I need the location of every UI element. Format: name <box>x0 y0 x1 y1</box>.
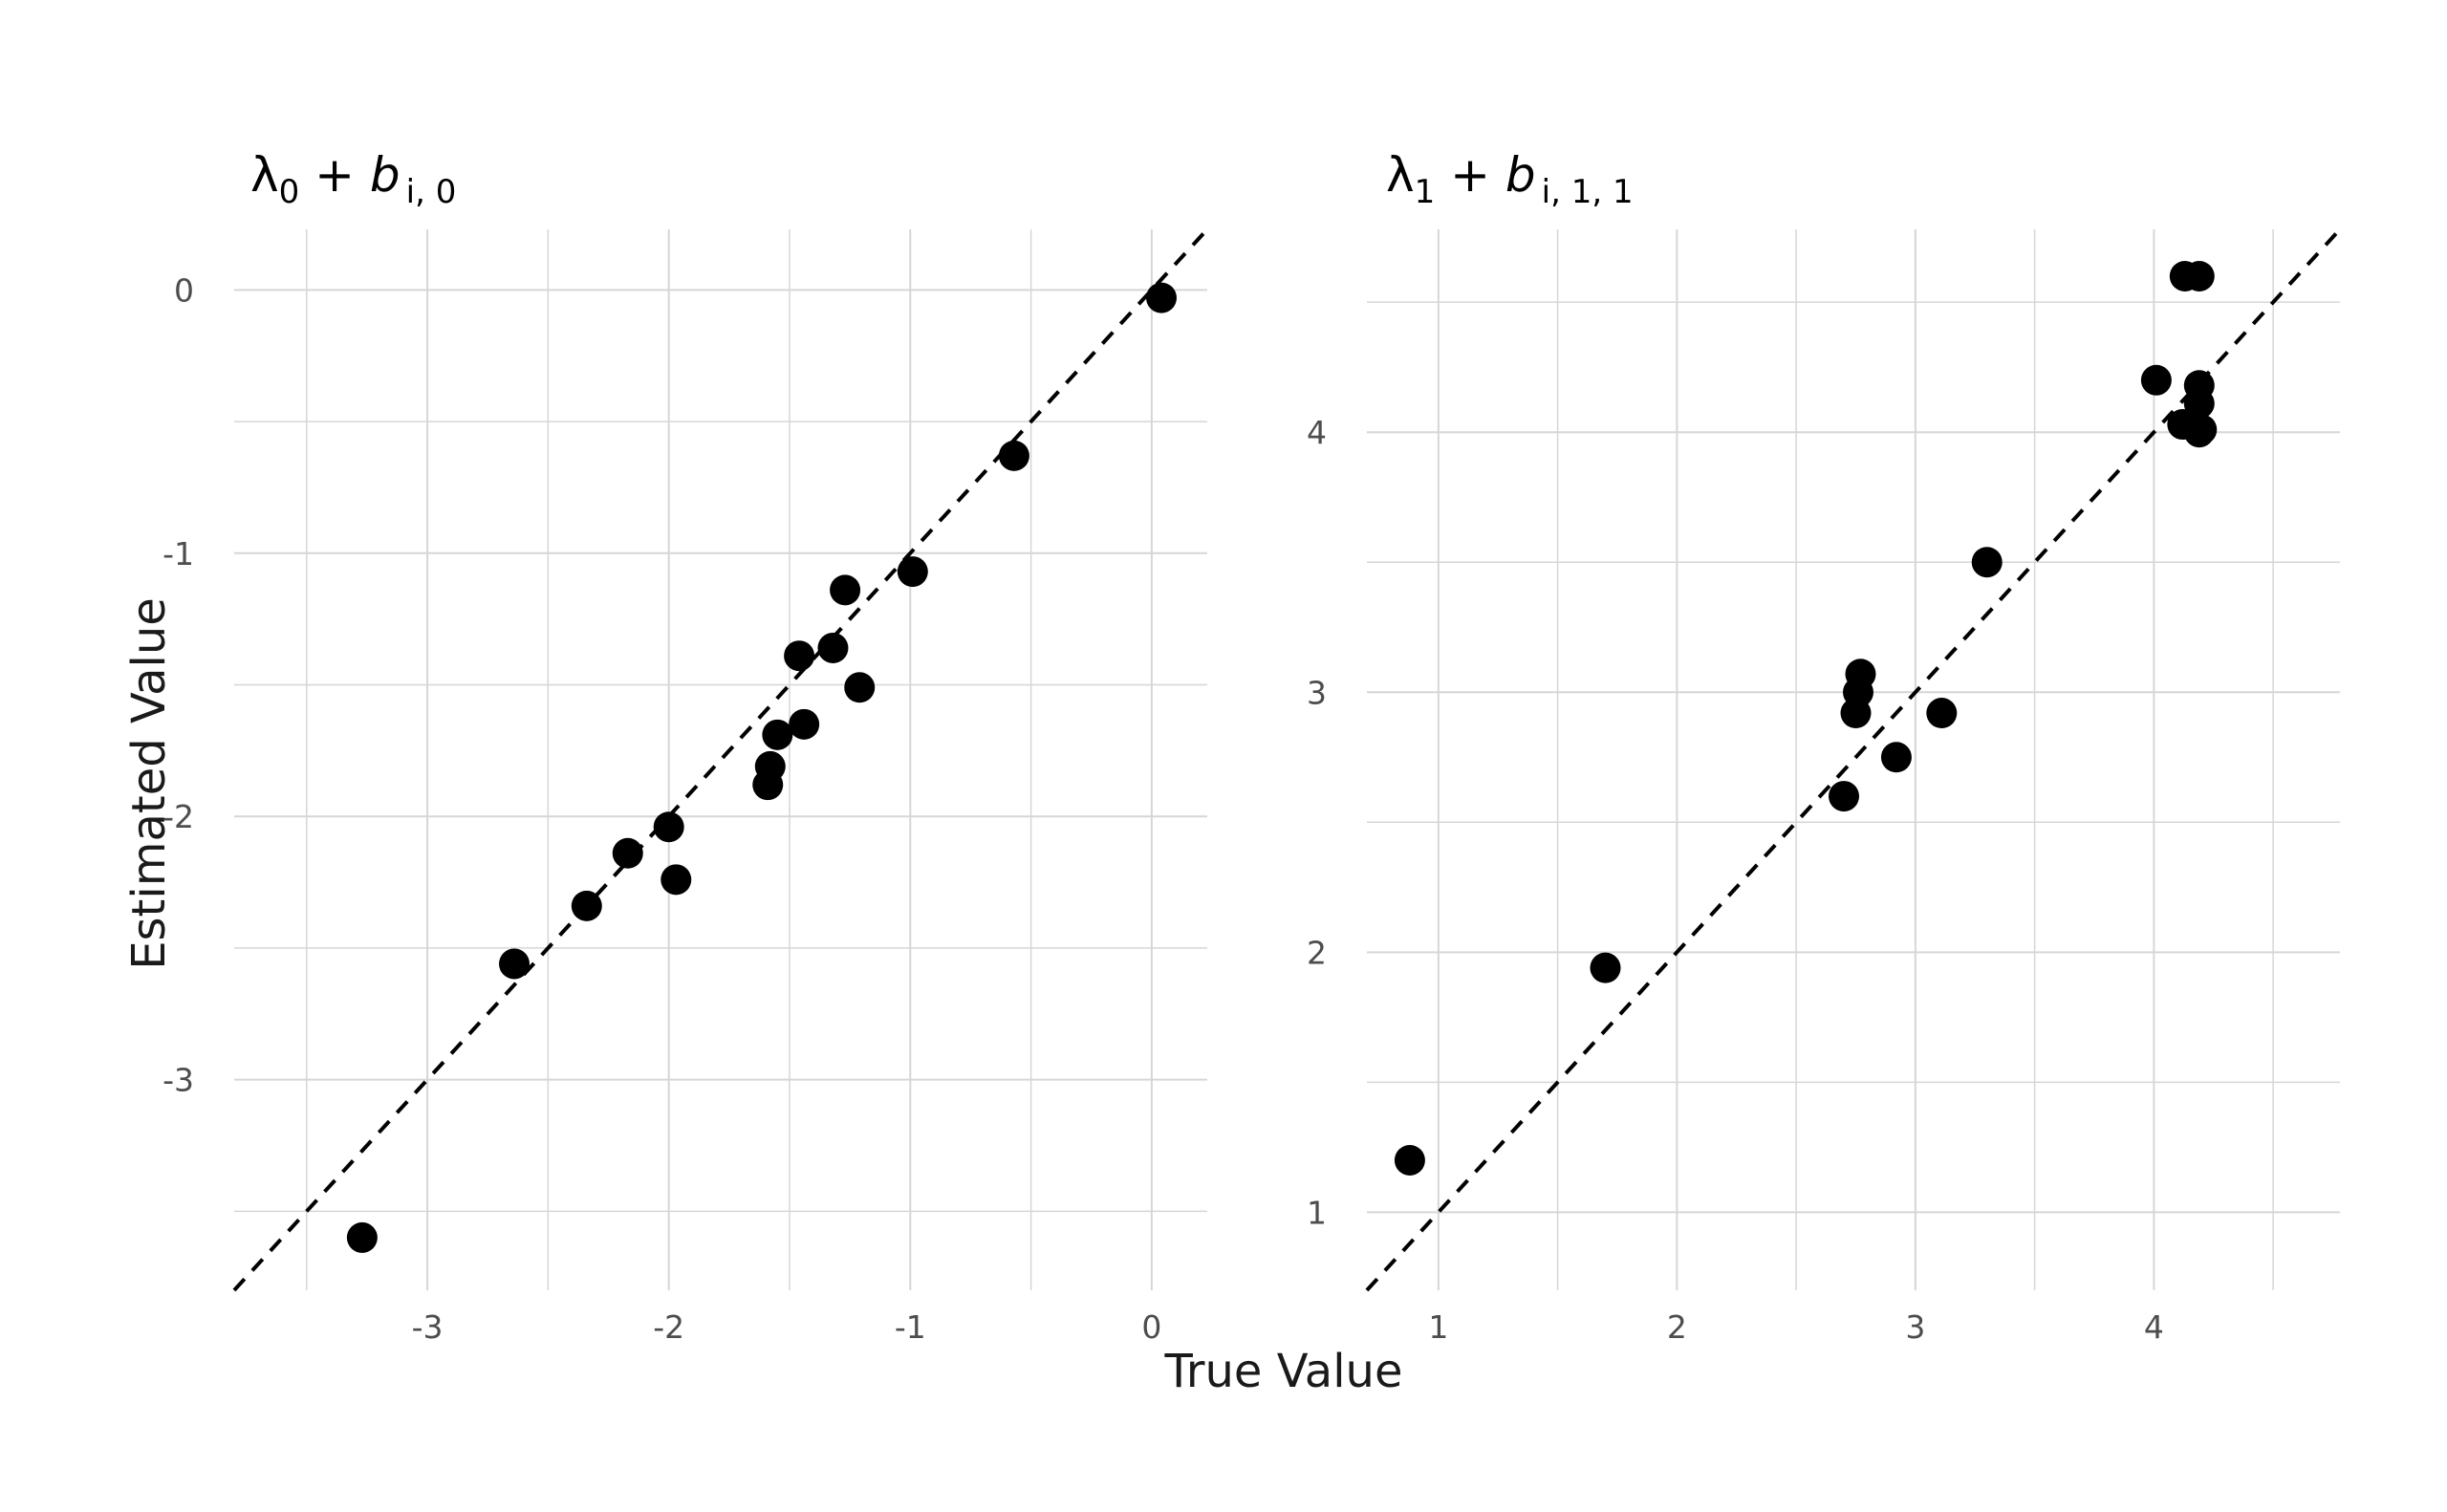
y-tick-label: 4 <box>1307 414 1327 451</box>
data-point <box>1971 547 2003 578</box>
y-axis-title: Estimated Value <box>122 597 176 970</box>
panel-1: λ1 + b i, 1, 1 1 2 3 4 1 2 3 4 <box>1307 147 2342 1346</box>
data-point <box>2183 388 2215 420</box>
panel-0-x-tick-labels: -3 -2 -1 0 <box>412 1308 1162 1346</box>
data-point <box>830 574 861 606</box>
data-point <box>789 708 820 740</box>
panel-1-points <box>1394 260 2218 1176</box>
data-point <box>1590 952 1621 983</box>
data-point <box>660 864 692 896</box>
y-tick-label: -3 <box>162 1062 194 1099</box>
x-tick-label: 2 <box>1667 1308 1687 1346</box>
x-tick-label: 3 <box>1905 1308 1925 1346</box>
y-tick-label: 2 <box>1307 934 1327 971</box>
data-point <box>844 672 876 703</box>
data-point <box>653 811 684 843</box>
data-point <box>2186 414 2218 445</box>
panel-1-title: λ1 + b i, 1, 1 <box>1386 147 1634 211</box>
data-point <box>2183 260 2215 292</box>
data-point <box>499 948 531 980</box>
panel-0-gridlines <box>234 229 1207 1290</box>
panel-1-gridlines <box>1367 229 2340 1290</box>
x-tick-label: -1 <box>895 1308 926 1346</box>
y-tick-label: -1 <box>162 535 194 572</box>
data-point <box>897 556 928 588</box>
y-tick-label: 0 <box>174 271 194 309</box>
y-tick-label: -2 <box>162 798 194 835</box>
data-point <box>346 1221 378 1253</box>
data-point <box>571 890 602 921</box>
y-tick-label: 1 <box>1307 1194 1327 1231</box>
panel-1-y-tick-labels: 1 2 3 4 <box>1307 414 1327 1231</box>
data-point <box>1146 282 1178 313</box>
data-point <box>612 837 643 869</box>
x-tick-label: -3 <box>412 1308 444 1346</box>
panel-1-x-tick-labels: 1 2 3 4 <box>1428 1308 2164 1346</box>
x-tick-label: -2 <box>653 1308 684 1346</box>
x-tick-label: 4 <box>2144 1308 2164 1346</box>
data-point <box>817 632 849 663</box>
data-point <box>1880 742 1912 773</box>
data-point <box>1845 659 1876 690</box>
panel-0-y-tick-labels: -3 -2 -1 0 <box>162 271 194 1098</box>
data-point <box>1394 1144 1425 1176</box>
data-point <box>1829 781 1860 812</box>
x-axis-title: True Value <box>1163 1345 1402 1398</box>
data-point <box>762 719 793 750</box>
panel-0-points <box>346 282 1178 1253</box>
data-point <box>998 440 1029 471</box>
y-tick-label: 3 <box>1307 674 1327 711</box>
data-point <box>1926 698 1958 729</box>
data-point <box>784 640 815 672</box>
data-point <box>2140 364 2172 396</box>
data-point <box>754 750 786 782</box>
panel-0: λ0 + b i, 0 -3 -2 -1 0 -3 -2 -1 0 <box>162 147 1209 1346</box>
x-tick-label: 1 <box>1428 1308 1448 1346</box>
panel-0-title: λ0 + b i, 0 <box>250 147 456 211</box>
x-tick-label: 0 <box>1141 1308 1161 1346</box>
